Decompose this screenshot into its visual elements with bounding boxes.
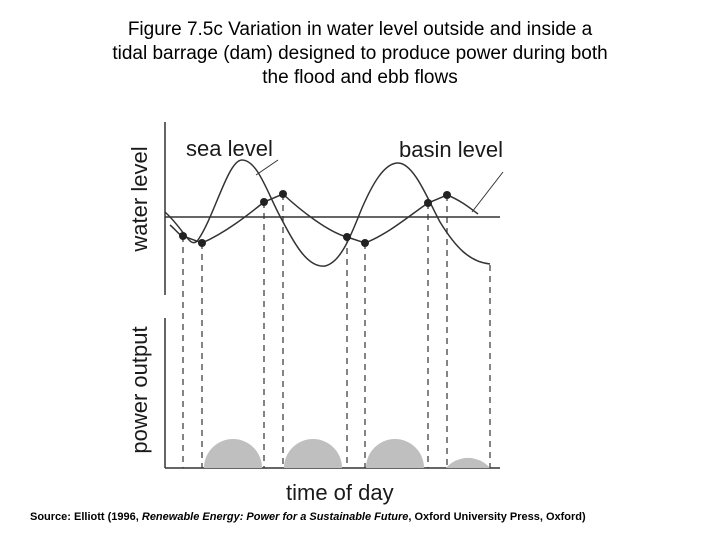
switch-point xyxy=(198,239,206,247)
water-level-axis-label: water level xyxy=(127,146,152,252)
power-pulse xyxy=(446,457,490,468)
title-line-1: Figure 7.5c Variation in water level out… xyxy=(127,19,593,40)
figure-title: Figure 7.5c Variation in water level out… xyxy=(60,18,660,90)
basin-level-pointer xyxy=(471,171,504,213)
sea-level-curve xyxy=(164,159,491,267)
power-pulse xyxy=(284,439,342,468)
source-citation: Source: Elliott (1996, Renewable Energy:… xyxy=(30,511,586,523)
switch-point xyxy=(443,191,451,199)
source-book-title: Renewable Energy: Power for a Sustainabl… xyxy=(141,511,409,523)
switch-time-lines xyxy=(182,194,491,468)
power-pulses xyxy=(204,439,490,468)
switch-point xyxy=(343,233,351,241)
switch-point xyxy=(260,198,268,206)
sea-level-pointer xyxy=(255,159,279,176)
source-prefix: Source: Elliott (1996, xyxy=(30,511,142,523)
switch-point xyxy=(279,190,287,198)
basin-level-label: basin level xyxy=(399,137,503,162)
switch-point xyxy=(424,199,432,207)
title-line-3: the flood and ebb flows xyxy=(262,67,458,88)
sea-level-label: sea level xyxy=(186,136,273,161)
switch-point xyxy=(179,232,187,240)
power-pulse xyxy=(204,439,262,468)
power-output-axis-label: power output xyxy=(127,326,152,454)
source-suffix: , Oxford University Press, Oxford) xyxy=(408,511,586,523)
time-of-day-axis-label: time of day xyxy=(286,480,394,505)
switch-points xyxy=(179,190,451,247)
title-line-2: tidal barrage (dam) designed to produce … xyxy=(112,43,608,64)
power-pulse xyxy=(366,439,424,468)
switch-point xyxy=(361,239,369,247)
